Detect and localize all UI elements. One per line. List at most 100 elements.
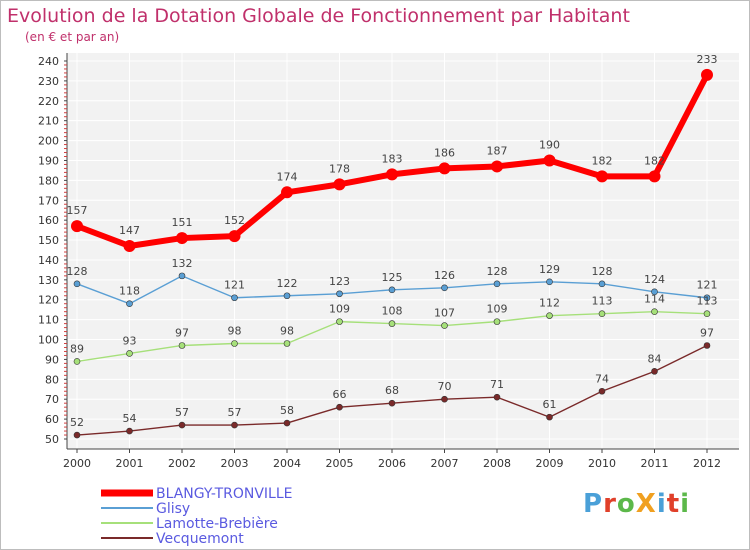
x-tick-label: 2006 <box>378 457 406 470</box>
y-tick-label: 110 <box>38 314 59 327</box>
data-label: 107 <box>434 307 455 320</box>
data-label: 108 <box>382 305 403 318</box>
x-tick-label: 2010 <box>588 457 616 470</box>
data-label: 58 <box>280 404 294 417</box>
x-tick-label: 2008 <box>483 457 511 470</box>
data-point <box>283 419 291 427</box>
data-label: 70 <box>438 380 452 393</box>
data-point <box>126 300 133 308</box>
data-point <box>441 284 448 292</box>
data-point <box>71 220 83 233</box>
data-point <box>336 318 343 325</box>
x-tick-label: 2002 <box>168 457 196 470</box>
x-tick-label: 2011 <box>641 457 669 470</box>
data-point <box>441 322 448 329</box>
y-tick-label: 130 <box>38 274 59 287</box>
data-label: 118 <box>119 285 140 298</box>
data-label: 125 <box>382 271 403 284</box>
data-point <box>598 310 606 317</box>
data-point <box>546 312 553 319</box>
data-point <box>651 368 658 375</box>
data-point <box>388 286 396 294</box>
x-tick-label: 2001 <box>116 457 144 470</box>
series-layer <box>71 68 713 439</box>
data-point <box>178 421 186 429</box>
data-point <box>441 395 448 403</box>
data-label: 66 <box>333 388 347 401</box>
data-label: 109 <box>329 303 350 316</box>
data-point <box>333 178 346 191</box>
data-label: 109 <box>487 303 508 316</box>
data-label: 71 <box>490 378 504 391</box>
y-tick-label: 150 <box>38 234 59 247</box>
data-label: 97 <box>700 326 714 339</box>
y-tick-label: 200 <box>38 135 59 148</box>
data-point <box>73 358 81 365</box>
logo-letter: t <box>666 489 681 519</box>
data-label: 89 <box>70 342 84 355</box>
y-tick-label: 190 <box>38 154 59 167</box>
data-label: 68 <box>385 384 399 397</box>
data-point <box>73 431 81 439</box>
data-label: 124 <box>644 273 665 286</box>
data-label: 132 <box>172 257 193 270</box>
data-point <box>438 162 451 175</box>
chart-title: Evolution de la Dotation Globale de Fonc… <box>7 5 630 27</box>
data-label: 147 <box>119 224 140 237</box>
data-point <box>598 280 606 288</box>
data-point <box>598 387 606 395</box>
data-label: 54 <box>123 412 137 425</box>
data-label: 113 <box>697 295 718 308</box>
legend-item-0: BLANGY-TRONVILLE <box>101 486 293 502</box>
data-point <box>493 318 501 325</box>
plot-area <box>67 53 739 449</box>
data-point <box>596 170 608 183</box>
series-3 <box>73 342 711 439</box>
data-label: 233 <box>697 53 718 66</box>
data-label: 122 <box>277 277 298 290</box>
y-tick-label: 180 <box>38 174 59 187</box>
data-label: 98 <box>228 325 242 338</box>
data-label: 74 <box>595 372 609 385</box>
x-tick-label: 2005 <box>326 457 354 470</box>
data-point <box>283 292 291 300</box>
data-point <box>178 342 186 349</box>
data-label: 182 <box>644 154 665 167</box>
legend-item-2: Lamotte-Brebière <box>101 516 278 532</box>
series-0 <box>71 68 713 253</box>
logo-letter: P <box>583 489 604 519</box>
data-point <box>491 160 503 173</box>
y-tick-label: 230 <box>38 75 59 88</box>
data-point <box>493 280 501 288</box>
series-1 <box>73 272 711 308</box>
y-tick-label: 120 <box>38 294 59 307</box>
proxiti-logo: ProXiti <box>583 489 690 519</box>
data-point <box>336 290 343 298</box>
data-point <box>493 393 501 401</box>
legend-label: Vecquemont <box>156 531 244 547</box>
data-label: 84 <box>648 352 662 365</box>
x-tick-label: 2000 <box>63 457 91 470</box>
logo-letter: i <box>680 489 691 519</box>
data-point <box>388 399 396 407</box>
data-point <box>123 240 136 253</box>
data-label: 52 <box>70 416 84 429</box>
data-point <box>386 168 398 181</box>
data-label: 61 <box>543 398 557 411</box>
data-label: 128 <box>67 265 88 278</box>
y-tick-label: 240 <box>38 55 59 68</box>
data-point <box>231 340 238 347</box>
data-label: 113 <box>592 295 613 308</box>
data-point <box>283 340 291 347</box>
data-label: 128 <box>487 265 508 278</box>
data-label: 112 <box>539 297 560 310</box>
data-point <box>651 288 658 296</box>
legend-item-1: Glisy <box>101 501 190 517</box>
legend-label: BLANGY-TRONVILLE <box>156 486 293 502</box>
legend: BLANGY-TRONVILLEGlisyLamotte-BrebièreVec… <box>101 486 293 547</box>
x-tick-label: 2012 <box>693 457 721 470</box>
data-point <box>336 403 343 411</box>
data-label: 114 <box>644 293 665 306</box>
data-point <box>388 320 396 327</box>
